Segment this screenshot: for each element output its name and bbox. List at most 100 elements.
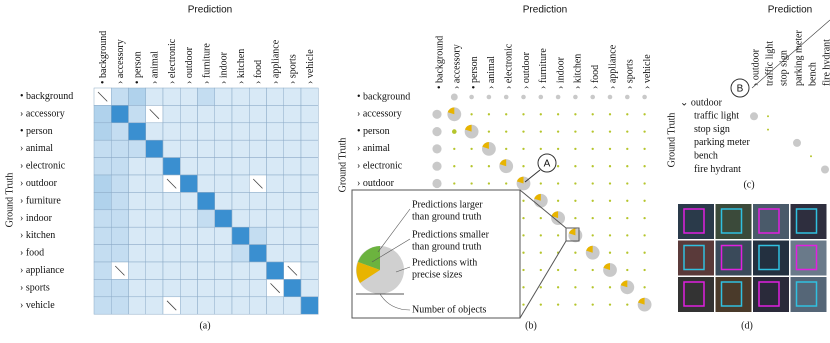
cell xyxy=(180,296,198,315)
cell xyxy=(249,209,267,228)
cell xyxy=(162,279,181,298)
dot xyxy=(470,113,473,116)
dot xyxy=(626,113,629,116)
cell xyxy=(93,139,112,158)
cell xyxy=(111,122,129,141)
cell xyxy=(300,244,319,263)
dot xyxy=(643,268,646,272)
dot xyxy=(591,182,594,185)
dot xyxy=(522,251,525,254)
cell xyxy=(93,174,112,193)
bbox xyxy=(720,208,743,234)
dot xyxy=(642,94,647,100)
dot xyxy=(574,130,577,133)
cell xyxy=(300,209,319,228)
row-label: › furniture xyxy=(20,195,61,206)
cell xyxy=(231,244,250,263)
callout xyxy=(537,153,557,173)
cell xyxy=(214,261,233,280)
cell xyxy=(249,157,267,176)
cell xyxy=(180,192,198,211)
dot xyxy=(505,130,508,133)
cell xyxy=(266,157,284,176)
cell xyxy=(266,87,284,106)
column-label: › animal xyxy=(150,51,161,84)
cell xyxy=(162,139,181,158)
cell xyxy=(111,105,129,124)
legend-text: Predictions with xyxy=(412,257,477,268)
row-label: › food xyxy=(20,248,44,259)
cell xyxy=(249,192,267,211)
cell xyxy=(145,261,164,280)
legend-text: precise sizes xyxy=(412,269,462,280)
bbox xyxy=(795,281,818,307)
cell xyxy=(300,157,319,176)
wedge xyxy=(551,211,559,219)
cell xyxy=(283,174,302,193)
leader xyxy=(377,208,411,253)
column-label: › appliance xyxy=(270,39,281,84)
dot xyxy=(522,199,525,202)
cell xyxy=(231,209,250,228)
cell xyxy=(266,192,284,211)
dot xyxy=(539,286,542,289)
dot xyxy=(643,286,646,289)
slash xyxy=(252,178,263,189)
cell xyxy=(300,226,319,245)
bbox xyxy=(758,281,780,307)
row-label: › accessory xyxy=(20,108,65,119)
dot xyxy=(643,182,646,185)
dot xyxy=(608,113,612,116)
cell xyxy=(128,244,146,263)
dot xyxy=(522,234,525,237)
dot xyxy=(626,251,629,254)
cell xyxy=(249,87,267,106)
cell xyxy=(128,296,146,315)
slash xyxy=(97,91,108,102)
dot xyxy=(432,109,442,119)
cell xyxy=(231,105,250,124)
cell xyxy=(111,244,129,263)
dot xyxy=(556,147,560,151)
cell xyxy=(93,192,112,211)
cell xyxy=(214,244,233,263)
zoom-line xyxy=(519,240,567,319)
row-label: bench xyxy=(694,150,718,161)
column-label: traffic light xyxy=(764,41,775,86)
cell xyxy=(111,87,129,106)
dot xyxy=(487,113,491,116)
cell xyxy=(93,244,112,263)
column-label: › electronic xyxy=(167,38,178,84)
dot xyxy=(522,165,525,168)
leader xyxy=(379,293,411,311)
wedge xyxy=(482,141,489,149)
dot xyxy=(573,94,578,100)
slash xyxy=(166,178,177,189)
column-label: › indoor xyxy=(219,51,230,84)
dot xyxy=(505,113,508,116)
cell xyxy=(197,105,215,124)
zoom-square xyxy=(565,227,580,242)
title: Prediction xyxy=(768,5,812,16)
dot xyxy=(625,94,630,100)
cell xyxy=(180,174,198,193)
dot xyxy=(470,147,473,151)
dot xyxy=(432,144,442,154)
cell xyxy=(93,209,112,228)
cell xyxy=(180,105,198,124)
dot xyxy=(574,268,577,272)
legend-wedge xyxy=(356,262,380,283)
column-label: fire hydrant xyxy=(821,39,830,86)
slash xyxy=(149,109,160,120)
bbox xyxy=(683,244,705,271)
cell xyxy=(283,122,302,141)
dot xyxy=(453,182,456,185)
column-label: › electronic xyxy=(503,43,514,89)
caption: (a) xyxy=(199,320,210,331)
cell xyxy=(231,296,250,315)
leader xyxy=(371,238,411,263)
column-label: › indoor xyxy=(555,56,566,89)
cell xyxy=(145,122,164,141)
column-label: • person xyxy=(132,51,143,84)
